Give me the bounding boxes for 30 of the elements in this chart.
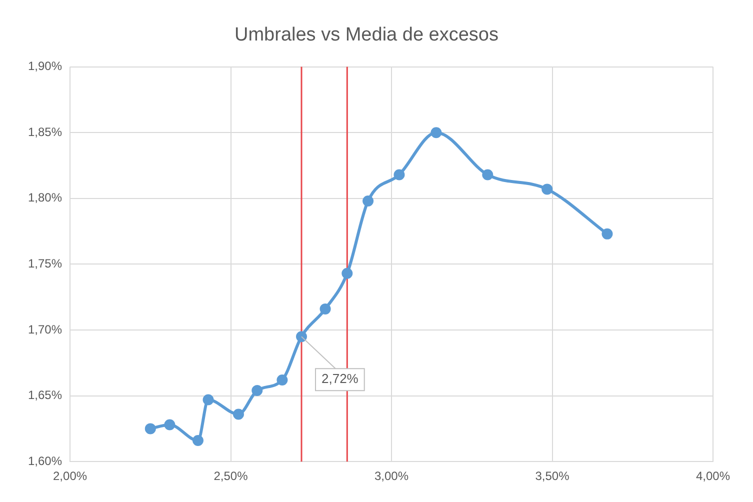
point bbox=[144, 423, 156, 434]
chart-title: Umbrales vs Media de excesos bbox=[234, 24, 498, 46]
point bbox=[342, 268, 353, 279]
point bbox=[202, 394, 214, 406]
point bbox=[542, 184, 553, 195]
point bbox=[296, 331, 307, 342]
x-tick-label: 3,50% bbox=[535, 469, 570, 484]
y-tick-label: 1,85% bbox=[28, 124, 62, 139]
point bbox=[164, 419, 176, 430]
x-tick-label: 2,00% bbox=[53, 469, 88, 484]
point bbox=[430, 127, 442, 138]
point bbox=[482, 169, 494, 180]
point bbox=[232, 408, 244, 420]
y-tick-label: 1,80% bbox=[28, 190, 62, 205]
point bbox=[362, 196, 374, 207]
x-tick-label: 3,00% bbox=[374, 469, 409, 484]
point bbox=[192, 435, 204, 446]
point bbox=[320, 303, 331, 314]
point bbox=[252, 385, 263, 396]
x-tick-label: 2,50% bbox=[214, 469, 248, 484]
y-tick-label: 1,75% bbox=[28, 256, 62, 271]
y-tick-label: 1,70% bbox=[28, 322, 62, 336]
y-tick-label: 1,60% bbox=[28, 454, 62, 468]
point bbox=[602, 228, 613, 240]
point bbox=[276, 374, 288, 386]
x-tick-label: 4,00% bbox=[696, 469, 730, 484]
y-tick-label: 1,90% bbox=[28, 59, 62, 74]
annotation: 2,72% bbox=[321, 371, 359, 386]
point bbox=[394, 169, 405, 180]
y-tick-label: 1,65% bbox=[28, 388, 62, 402]
